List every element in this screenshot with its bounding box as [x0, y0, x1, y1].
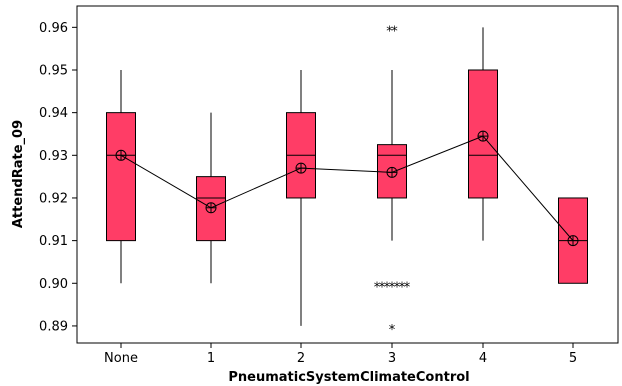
mean-symbol	[205, 202, 217, 214]
outlier-marker: *	[374, 280, 381, 295]
y-tick-label: 0.89	[39, 319, 68, 334]
x-axis-title: PneumaticSystemClimateControl	[228, 370, 469, 385]
outlier-marker: *	[389, 280, 396, 295]
y-tick-label: 0.93	[39, 149, 68, 164]
outlier-marker: *	[379, 280, 386, 295]
outlier-marker: *	[386, 24, 393, 39]
mean-symbol	[295, 162, 307, 174]
outlier-marker: *	[394, 280, 401, 295]
y-tick-label: 0.96	[39, 21, 68, 36]
y-tick-label: 0.90	[39, 277, 68, 292]
x-tick-label: 5	[569, 351, 577, 366]
mean-symbol	[386, 166, 398, 178]
box-group-None	[106, 69, 136, 284]
iqr-box	[106, 112, 136, 242]
y-tick-label: 0.92	[39, 191, 68, 206]
x-tick-label: 2	[297, 351, 305, 366]
mean-symbol	[477, 130, 489, 142]
y-tick-label: 0.94	[39, 106, 68, 121]
mean-connect-line	[120, 135, 574, 241]
plot-frame	[76, 5, 619, 344]
mean-symbol	[115, 149, 127, 161]
y-tick-label: 0.91	[39, 234, 68, 249]
y-axis-title: AttendRate_09	[11, 120, 26, 228]
outlier-marker: *	[399, 280, 406, 295]
y-tick-label: 0.95	[39, 63, 68, 78]
box-group-2	[286, 69, 316, 326]
outlier-marker: *	[404, 280, 411, 295]
x-tick-label: 1	[207, 351, 215, 366]
x-tick-label: 4	[479, 351, 487, 366]
plot-layer: 0.89 0.90 0.91 0.92 0.93 0.94 0.95 0.96 None 1 2 3 4…	[39, 5, 619, 366]
outlier-marker: *	[391, 24, 398, 39]
outlier-marker: *	[384, 280, 391, 295]
x-tick-label: None	[104, 351, 138, 366]
mean-symbol	[567, 235, 579, 247]
x-tick-label: 3	[388, 351, 396, 366]
outlier-marker: *	[389, 323, 396, 338]
